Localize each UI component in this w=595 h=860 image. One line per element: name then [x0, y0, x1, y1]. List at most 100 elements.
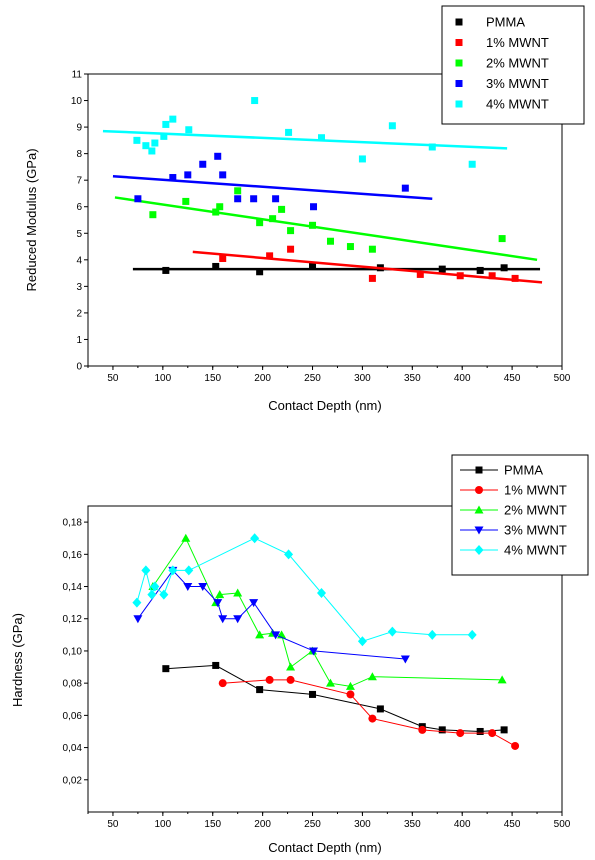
modulus-4pct-mwnt-point [169, 115, 177, 123]
modulus-x-tick-label: 450 [504, 373, 521, 384]
modulus-4pct-mwnt-point [148, 147, 156, 155]
hardness-pmma-point [500, 726, 508, 734]
modulus-y-tick-label: 0 [76, 362, 82, 373]
modulus-y-tick-label: 10 [71, 96, 83, 107]
modulus-legend-box [441, 5, 585, 125]
modulus-2pct-mwnt-point [182, 197, 190, 205]
modulus-pmma-point [212, 262, 220, 270]
modulus-2pct-mwnt-point [256, 219, 264, 227]
modulus-3pct-mwnt-point [234, 195, 242, 203]
modulus-pmma-point [162, 266, 170, 274]
hardness-4pct-mwnt-point [357, 636, 367, 647]
hardness-pmma-point [162, 665, 170, 673]
modulus-pmma-point [500, 264, 508, 272]
modulus-3pct-mwnt-legend-label: 3% MWNT [486, 76, 549, 91]
modulus-x-tick-label: 100 [154, 373, 171, 384]
hardness-2pct-mwnt-point [345, 681, 355, 690]
modulus-1pct-mwnt-legend-marker [455, 39, 463, 46]
hardness-1pct-mwnt-legend-marker [475, 486, 483, 494]
modulus-3pct-mwnt-point [184, 171, 192, 179]
hardness-4pct-mwnt-point [150, 581, 160, 592]
hardness-2pct-mwnt-point [215, 590, 225, 599]
modulus-4pct-mwnt-legend-label: 4% MWNT [486, 97, 549, 112]
modulus-4pct-mwnt-point [162, 120, 170, 128]
hardness-4pct-mwnt-legend-marker [474, 545, 484, 555]
modulus-1pct-mwnt-point [287, 245, 295, 253]
modulus-3pct-mwnt-point [401, 184, 409, 192]
hardness-3pct-mwnt-point [249, 599, 259, 608]
hardness-1pct-mwnt-point [218, 679, 227, 688]
hardness-pmma-legend-label: PMMA [504, 463, 543, 478]
modulus-1pct-mwnt-legend-label: 1% MWNT [486, 35, 549, 50]
modulus-plot-frame [87, 73, 563, 367]
modulus-2pct-mwnt-fit-line [114, 196, 538, 262]
modulus-2pct-mwnt-point [212, 208, 220, 216]
modulus-pmma-legend-label: PMMA [486, 15, 525, 30]
hardness-4pct-mwnt-point [184, 565, 194, 576]
hardness-4pct-mwnt-point [141, 565, 151, 576]
hardness-x-tick-label: 450 [504, 819, 521, 830]
hardness-y-tick-label: 0,14 [63, 582, 83, 593]
hardness-2pct-mwnt-point [325, 678, 335, 687]
hardness-x-tick-label: 250 [304, 819, 321, 830]
hardness-3pct-mwnt-point [400, 655, 410, 664]
modulus-y-tick-label: 4 [76, 255, 82, 266]
modulus-4pct-mwnt-point [185, 126, 193, 134]
modulus-3pct-mwnt-point [250, 195, 258, 203]
hardness-plot-frame [87, 505, 563, 813]
hardness-2pct-mwnt-point [233, 588, 243, 597]
modulus-1pct-mwnt-point [368, 274, 376, 282]
modulus-y-axis-label: Reduced Modulus (GPa) [24, 148, 39, 291]
hardness-1pct-mwnt-point [346, 690, 355, 699]
modulus-2pct-mwnt-point [287, 227, 295, 235]
hardness-3pct-mwnt-legend-marker [474, 526, 484, 535]
hardness-x-axis-label: Contact Depth (nm) [268, 840, 381, 855]
hardness-2pct-mwnt-point [181, 533, 191, 542]
modulus-2pct-mwnt-point [498, 235, 506, 243]
hardness-4pct-mwnt-point [159, 589, 169, 600]
hardness-4pct-mwnt-point [387, 626, 397, 637]
hardness-data-marks [132, 533, 520, 750]
hardness-2pct-mwnt-legend-marker [474, 505, 484, 514]
modulus-y-tick-label: 1 [76, 335, 82, 346]
hardness-2pct-mwnt-series-line [152, 537, 503, 687]
modulus-2pct-mwnt-point [149, 211, 157, 219]
hardness-1pct-mwnt-point [368, 714, 377, 723]
modulus-4pct-mwnt-point [388, 122, 396, 130]
modulus-y-tick-label: 2 [76, 308, 82, 319]
modulus-y-tick-label: 11 [72, 70, 83, 81]
modulus-1pct-mwnt-point [488, 272, 496, 280]
modulus-y-tick-label: 5 [76, 229, 82, 240]
hardness-2pct-mwnt-point [497, 675, 507, 684]
modulus-chart: 50 100 150 200 250 300 350 400 450 500 0 1 2 3 4 5 6 7 8 9 1… [24, 5, 585, 413]
hardness-pmma-point [476, 727, 484, 735]
modulus-4pct-mwnt-point [251, 97, 259, 105]
modulus-3pct-mwnt-point [219, 171, 227, 179]
modulus-axis-ticks: 50 100 150 200 250 300 350 400 450 500 0 1 2 3 4 5 6 7 8 9 1… [71, 70, 571, 385]
modulus-3pct-mwnt-point [169, 174, 177, 182]
hardness-3pct-mwnt-point [133, 615, 143, 624]
hardness-4pct-mwnt-point [317, 587, 327, 598]
modulus-y-tick-label: 3 [76, 282, 82, 293]
hardness-y-tick-label: 0,18 [63, 518, 83, 529]
modulus-4pct-mwnt-point [160, 132, 168, 140]
modulus-3pct-mwnt-point [310, 203, 318, 211]
modulus-2pct-mwnt-point [269, 215, 277, 223]
modulus-y-tick-label: 8 [76, 149, 82, 160]
modulus-x-axis-label: Contact Depth (nm) [268, 398, 381, 413]
hardness-3pct-mwnt-point [271, 631, 281, 640]
hardness-x-tick-label: 50 [107, 819, 119, 830]
hardness-3pct-mwnt-legend-label: 3% MWNT [504, 523, 567, 538]
modulus-2pct-mwnt-point [368, 245, 376, 253]
modulus-4pct-mwnt-fit-line [102, 129, 508, 150]
modulus-x-tick-label: 400 [454, 373, 471, 384]
modulus-x-tick-label: 200 [254, 373, 271, 384]
hardness-4pct-mwnt-point [284, 549, 294, 560]
modulus-x-tick-label: 50 [107, 373, 119, 384]
modulus-4pct-mwnt-point [151, 139, 159, 147]
modulus-x-tick-label: 500 [554, 373, 571, 384]
hardness-pmma-point [438, 726, 446, 734]
modulus-1pct-mwnt-point [511, 274, 519, 282]
modulus-1pct-mwnt-point [266, 252, 274, 260]
hardness-x-tick-label: 400 [454, 819, 471, 830]
